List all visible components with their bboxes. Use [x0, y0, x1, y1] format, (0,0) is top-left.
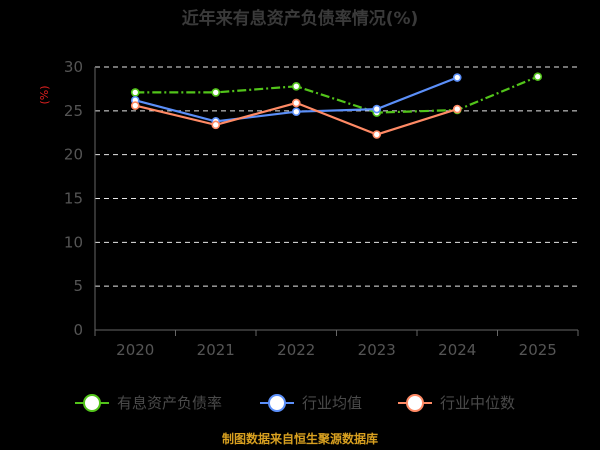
chart-title: 近年来有息资产负债率情况(%) [182, 8, 419, 29]
data-point [211, 88, 221, 97]
x-tick-label: 2024 [438, 341, 476, 359]
data-point [452, 73, 462, 82]
data-point [291, 107, 301, 117]
y-tick-label: 30 [64, 58, 83, 76]
y-axis-unit: (%) [38, 85, 51, 104]
y-tick-label: 10 [64, 233, 83, 251]
legend-marker-1 [268, 394, 286, 412]
x-tick-label: 2021 [197, 341, 235, 359]
x-tick-label: 2022 [277, 341, 315, 359]
legend: 有息资产负债率 行业均值 行业中位数 [75, 394, 515, 412]
y-tick-label: 15 [64, 190, 83, 208]
x-tick-label: 2023 [358, 341, 396, 359]
x-tick-label: 2020 [116, 341, 154, 359]
y-tick-label: 0 [73, 321, 83, 339]
legend-label-1: 行业均值 [302, 394, 362, 412]
data-point [291, 98, 301, 108]
data-point [533, 72, 543, 81]
legend-label-2: 行业中位数 [440, 394, 515, 412]
data-point [372, 130, 382, 139]
series-lines [130, 72, 543, 139]
data-point [372, 104, 382, 114]
x-tick-label: 2025 [519, 341, 557, 359]
data-point [452, 104, 462, 114]
data-point [211, 120, 221, 130]
y-tick-label: 5 [73, 277, 83, 295]
series-line-0 [135, 75, 539, 114]
legend-marker-2 [406, 394, 424, 412]
source-note: 制图数据来自恒生聚源数据库 [222, 431, 378, 446]
data-point [130, 101, 140, 110]
legend-marker-0 [83, 394, 101, 412]
y-tick-label: 25 [64, 102, 83, 120]
data-point [130, 88, 140, 97]
data-point [291, 81, 301, 91]
y-tick-label: 20 [64, 146, 83, 164]
grid-lines [95, 66, 578, 287]
legend-label-0: 有息资产负债率 [117, 394, 222, 412]
